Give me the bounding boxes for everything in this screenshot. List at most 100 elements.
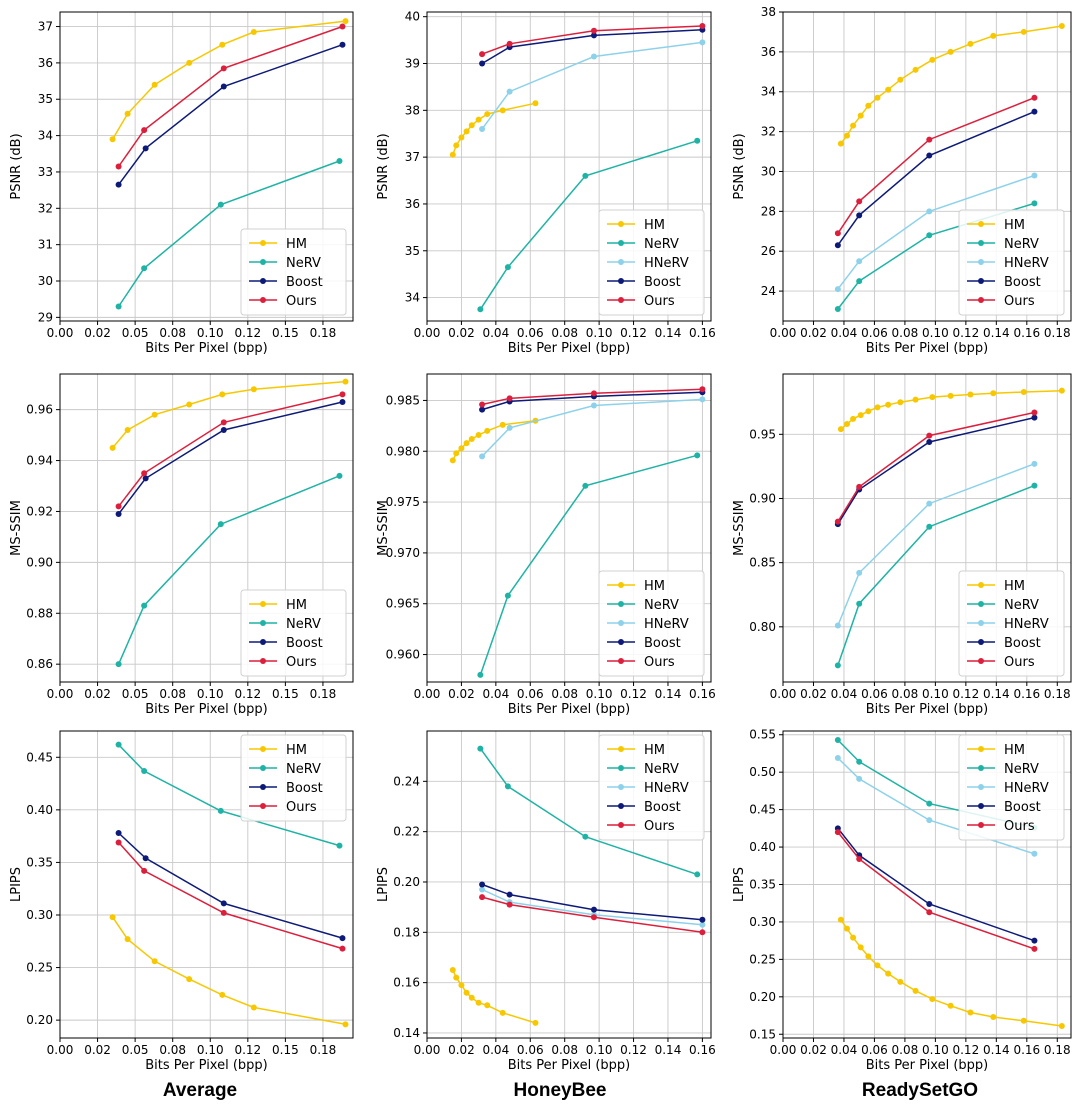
x-axis-label: Bits Per Pixel (bpp) [145, 702, 267, 717]
chart-average-ms-ssim: 0.00 0.02 0.05 0.08 0.10 0.12 0.15 0.18 0.86 0.88… [9, 373, 354, 717]
data-point-boost [142, 475, 149, 482]
data-point-nerv [1031, 200, 1038, 207]
x-tick-label: 0.04 [831, 326, 858, 340]
series-line-ours [481, 896, 703, 934]
x-tick-label: 0.18 [1044, 687, 1071, 701]
legend-label-hm: HM [286, 743, 307, 758]
x-tick-label: 0.05 [122, 326, 149, 340]
series-line-ours [481, 388, 703, 406]
series-line-ours [837, 97, 1035, 234]
legend-marker-ours [978, 658, 984, 664]
x-tick-label: 0.15 [272, 326, 299, 340]
x-tick-label: 0.00 [770, 326, 797, 340]
data-point-hm [458, 982, 465, 989]
data-point-boost [339, 935, 346, 942]
x-axis-label: Bits Per Pixel (bpp) [866, 341, 988, 356]
legend-marker-hm [260, 240, 266, 246]
data-point-ours [506, 395, 513, 402]
legend: HM NeRV HNeRV Boost Ours [958, 209, 1065, 316]
series-line-hm [111, 20, 346, 140]
data-point-boost [339, 41, 346, 48]
column-title-honeybee: HoneyBee [513, 1080, 607, 1101]
data-point-nerv [834, 306, 841, 313]
y-tick-label: 0.45 [749, 803, 776, 817]
y-tick-label: 29 [38, 310, 53, 324]
y-axis-label: MS-SSIM [376, 500, 391, 556]
legend-marker-boost [978, 639, 984, 645]
data-point-nerv [141, 265, 148, 272]
y-tick-label: 39 [405, 57, 420, 71]
x-tick-label: 0.15 [272, 1043, 299, 1057]
data-point-ours [590, 27, 597, 34]
y-tick-label: 0.15 [749, 1027, 776, 1041]
series-line-boost [481, 29, 703, 65]
data-point-hm [151, 958, 158, 965]
data-point-ours [141, 127, 148, 134]
x-tick-label: 0.18 [1044, 1043, 1071, 1057]
data-point-hm [449, 967, 456, 974]
y-tick-label: 0.92 [26, 504, 53, 518]
plot-frame [426, 373, 712, 683]
data-point-hm [929, 394, 936, 401]
data-point-nerv [856, 600, 863, 607]
data-point-boost [856, 212, 863, 219]
data-point-hm [475, 431, 482, 438]
data-point-nerv [141, 767, 148, 774]
data-point-hm [885, 401, 892, 408]
y-tick-label: 0.20 [393, 875, 420, 889]
data-point-hm [475, 116, 482, 123]
x-tick-label: 0.02 [84, 687, 111, 701]
series-line-hnerv [837, 463, 1035, 626]
data-point-hm [468, 436, 475, 443]
x-axis-label: Bits Per Pixel (bpp) [866, 702, 988, 717]
legend-label-ours: Ours [644, 819, 675, 834]
data-point-hm [874, 404, 881, 411]
data-point-hm [499, 421, 506, 428]
data-point-boost [1031, 414, 1038, 421]
data-point-hm [857, 944, 864, 951]
x-tick-label: 0.02 [800, 1043, 827, 1057]
x-tick-label: 0.05 [122, 687, 149, 701]
y-tick-label: 0.24 [393, 774, 420, 788]
legend-marker-hm [260, 601, 266, 607]
data-point-hm [484, 427, 491, 434]
legend-label-boost: Boost [644, 636, 681, 651]
data-point-boost [834, 242, 841, 249]
legend-label-ours: Ours [286, 655, 317, 670]
legend-marker-hm [618, 746, 624, 752]
y-tick-label: 0.90 [749, 491, 776, 505]
x-tick-label: 0.04 [482, 1043, 509, 1057]
data-point-hm [453, 974, 460, 981]
legend-label-hnerv: HNeRV [644, 256, 689, 271]
plot-frame [59, 373, 354, 683]
x-tick-label: 0.12 [952, 1043, 979, 1057]
legend-marker-ours [260, 803, 266, 809]
x-tick-label: 0.10 [922, 1043, 949, 1057]
data-point-hm [857, 112, 864, 119]
y-tick-label: 0.30 [749, 915, 776, 929]
data-point-hm [250, 386, 257, 393]
data-point-boost [220, 900, 227, 907]
data-point-ours [834, 230, 841, 237]
data-point-hnerv [699, 396, 706, 403]
legend-label-hnerv: HNeRV [644, 617, 689, 632]
legend-box [240, 734, 347, 822]
data-point-boost [115, 511, 122, 517]
data-point-ours [339, 23, 346, 30]
data-point-hm [484, 1002, 491, 1009]
y-axis-label: PSNR (dB) [9, 133, 24, 199]
series-line-nerv [117, 160, 340, 307]
data-point-nerv [694, 871, 701, 878]
legend-marker-ours [618, 658, 624, 664]
data-point-hnerv [479, 453, 486, 460]
data-point-nerv [217, 521, 224, 528]
data-point-hm [897, 76, 904, 83]
legend-label-boost: Boost [644, 800, 681, 815]
legend-marker-ours [978, 297, 984, 303]
data-point-ours [1031, 94, 1038, 101]
data-point-hm [219, 991, 226, 998]
y-tick-label: 0.985 [386, 393, 420, 407]
x-tick-label: 0.16 [689, 1043, 716, 1057]
data-point-hm [850, 122, 857, 129]
series-line-boost [837, 111, 1035, 246]
